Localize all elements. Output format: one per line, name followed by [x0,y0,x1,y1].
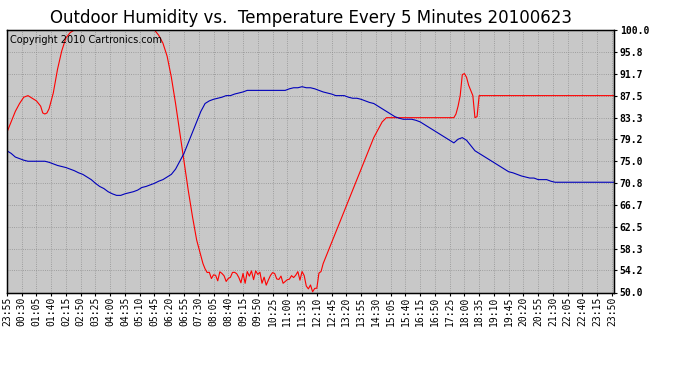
Text: Outdoor Humidity vs.  Temperature Every 5 Minutes 20100623: Outdoor Humidity vs. Temperature Every 5… [50,9,571,27]
Text: Copyright 2010 Cartronics.com: Copyright 2010 Cartronics.com [10,35,162,45]
